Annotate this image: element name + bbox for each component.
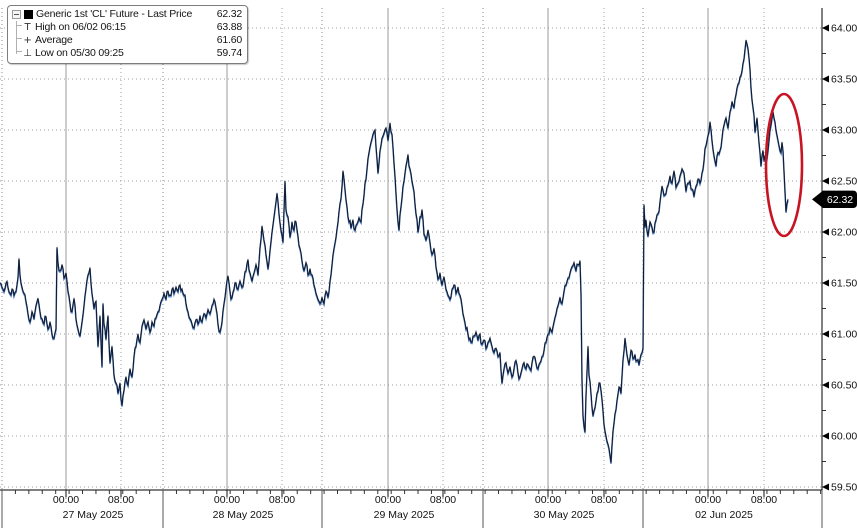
y-axis-tick-label: 60.00 xyxy=(831,431,857,443)
x-axis-date-label: 28 May 2025 xyxy=(213,509,274,521)
legend-tree-stub xyxy=(16,38,22,39)
legend-series-title: Generic 1st 'CL' Future - Last Price xyxy=(36,8,193,20)
x-axis-time-label: 00:00 xyxy=(375,494,401,506)
y-axis-tick-label: 59.50 xyxy=(831,482,857,494)
y-axis-tick-label: 61.50 xyxy=(831,278,857,290)
y-axis-tick-arrow-icon xyxy=(822,279,829,287)
x-axis-time-label: 00:00 xyxy=(214,494,240,506)
y-axis-tick-label: 64.00 xyxy=(831,23,857,35)
low-marker-icon: ⊥ xyxy=(23,48,32,59)
y-axis-tick-label: 62.50 xyxy=(831,176,857,188)
y-axis-tick-arrow-icon xyxy=(822,432,829,440)
y-axis-tick-arrow-icon xyxy=(822,330,829,338)
x-axis-date-label: 30 May 2025 xyxy=(534,509,595,521)
price-line-blue-layer xyxy=(0,41,789,464)
y-axis-tick-arrow-icon xyxy=(822,381,829,389)
legend-average-value: 61.60 xyxy=(216,34,242,46)
legend-average-label: Average xyxy=(35,34,73,46)
legend-tree-stub xyxy=(16,51,22,52)
x-axis-time-label: 08:00 xyxy=(108,494,134,506)
x-axis-time-label: 00:00 xyxy=(53,494,79,506)
y-axis-tick-label: 62.00 xyxy=(831,227,857,239)
price-line-light-layer xyxy=(0,39,789,462)
x-axis-time-label: 08:00 xyxy=(591,494,617,506)
last-price-bubble-text: 62.32 xyxy=(827,194,853,206)
average-marker-icon: + xyxy=(23,35,32,46)
legend-low-row: ⊥ Low on 05/30 09:25 59.74 xyxy=(12,47,242,60)
y-axis-tick-arrow-icon xyxy=(822,483,829,491)
y-axis-tick-arrow-icon xyxy=(822,177,829,185)
y-axis-tick-label: 60.50 xyxy=(831,380,857,392)
x-axis-time-label: 08:00 xyxy=(430,494,456,506)
y-axis-tick-arrow-icon xyxy=(822,24,829,32)
highlight-ellipse-annotation xyxy=(764,92,804,238)
legend-collapse-icon[interactable] xyxy=(12,10,21,19)
series-color-swatch-icon xyxy=(24,10,33,19)
legend-high-label: High on 06/02 06:15 xyxy=(35,21,126,33)
legend-tree-connector xyxy=(16,21,17,54)
x-axis-date-label: 27 May 2025 xyxy=(63,509,124,521)
y-axis-tick-arrow-icon xyxy=(822,75,829,83)
y-axis-tick-label: 63.50 xyxy=(831,74,857,86)
legend-average-row: + Average 61.60 xyxy=(12,34,242,47)
x-axis-time-label: 00:00 xyxy=(535,494,561,506)
legend-last-price-value: 62.32 xyxy=(216,8,242,20)
legend-high-row: T High on 06/02 06:15 63.88 xyxy=(12,21,243,34)
x-axis-time-label: 08:00 xyxy=(751,494,777,506)
legend-low-label: Low on 05/30 09:25 xyxy=(35,47,124,59)
last-price-bubble xyxy=(812,190,857,209)
price-line xyxy=(0,40,789,463)
legend-title-row: Generic 1st 'CL' Future - Last Price 62.… xyxy=(12,8,242,21)
x-axis-date-label: 29 May 2025 xyxy=(374,509,435,521)
x-axis-time-label: 08:00 xyxy=(269,494,295,506)
legend-tree-stub xyxy=(16,25,22,26)
y-axis-tick-label: 63.00 xyxy=(831,125,857,137)
chart-legend[interactable]: Generic 1st 'CL' Future - Last Price 62.… xyxy=(7,5,248,64)
x-axis-date-label: 02 Jun 2025 xyxy=(695,509,753,521)
legend-high-value: 63.88 xyxy=(216,21,242,33)
y-axis-tick-arrow-icon xyxy=(822,228,829,236)
x-axis-time-label: 00:00 xyxy=(695,494,721,506)
y-axis-tick-arrow-icon xyxy=(822,126,829,134)
y-axis-tick-label: 61.00 xyxy=(831,329,857,341)
high-marker-icon: T xyxy=(24,22,31,33)
legend-low-value: 59.74 xyxy=(216,47,242,59)
